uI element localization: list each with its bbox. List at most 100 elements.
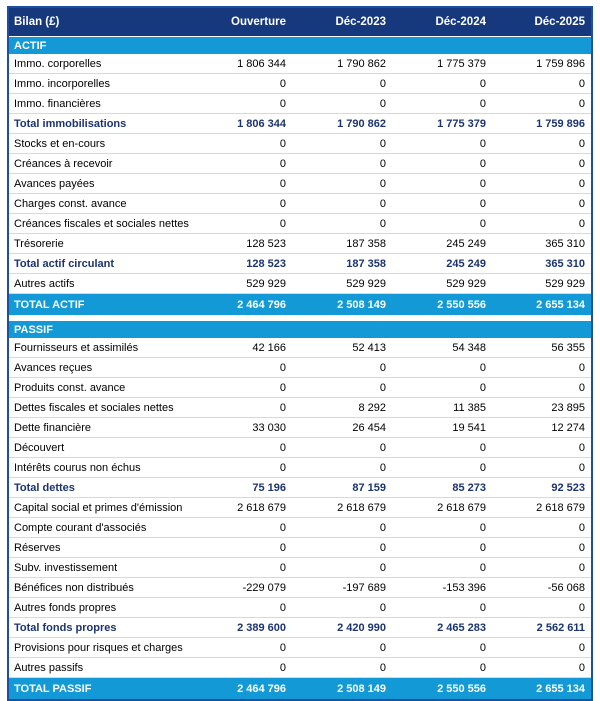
row-value: 85 273 <box>392 477 492 498</box>
row-value: 1 806 344 <box>192 54 292 74</box>
table-row: Immo. corporelles 1 806 344 1 790 862 1 775… <box>8 54 592 74</box>
row-value: 0 <box>392 517 492 538</box>
row-value: 75 196 <box>192 477 292 498</box>
row-value: 2 420 990 <box>292 617 392 638</box>
total-row-actif: TOTAL ACTIF 2 464 796 2 508 149 2 550 556 2 … <box>8 293 592 315</box>
total-label: TOTAL ACTIF <box>8 293 192 315</box>
row-value: 0 <box>292 133 392 154</box>
row-value: 0 <box>192 173 292 194</box>
row-value: 0 <box>292 657 392 678</box>
table-body: ACTIF Immo. corporelles 1 806 344 1 790 862… <box>8 36 592 700</box>
row-value: 187 358 <box>292 233 392 254</box>
table-row: Stocks et en-cours 0 0 0 0 <box>8 133 592 154</box>
row-value: 11 385 <box>392 397 492 418</box>
table-row: Autres actifs 529 929 529 929 529 929 529 92… <box>8 273 592 294</box>
row-value: 2 389 600 <box>192 617 292 638</box>
row-value: 1 759 896 <box>492 113 592 134</box>
row-label: Réserves <box>8 537 192 558</box>
row-value: 0 <box>492 73 592 94</box>
row-value: 2 618 679 <box>392 497 492 518</box>
row-value: 0 <box>292 437 392 458</box>
section-title: ACTIF <box>8 36 592 54</box>
row-value: 529 929 <box>292 273 392 294</box>
row-value: 92 523 <box>492 477 592 498</box>
row-label: Découvert <box>8 437 192 458</box>
row-value: 128 523 <box>192 253 292 274</box>
row-value: 0 <box>192 153 292 174</box>
row-value: 0 <box>292 517 392 538</box>
section-title: PASSIF <box>8 321 592 338</box>
row-value: 245 249 <box>392 253 492 274</box>
row-value: 26 454 <box>292 417 392 438</box>
row-value: 0 <box>492 437 592 458</box>
row-value: 187 358 <box>292 253 392 274</box>
table-row: Créances fiscales et sociales nettes 0 0 0 0 <box>8 213 592 234</box>
row-value: 1 775 379 <box>392 54 492 74</box>
row-value: 2 618 679 <box>292 497 392 518</box>
table-header: Bilan (£) Ouverture Déc-2023 Déc-2024 Déc-20… <box>8 7 592 37</box>
row-value: 0 <box>192 213 292 234</box>
row-value: 0 <box>392 657 492 678</box>
row-value: 0 <box>192 193 292 214</box>
row-value: 0 <box>492 213 592 234</box>
section-gap <box>8 315 592 321</box>
row-value: 23 895 <box>492 397 592 418</box>
total-value: 2 464 796 <box>192 293 292 315</box>
row-label: Avances payées <box>8 173 192 194</box>
subtotal-row: Total actif circulant 128 523 187 358 245 2… <box>8 253 592 274</box>
table-row: Avances payées 0 0 0 0 <box>8 173 592 194</box>
table-row: Découvert 0 0 0 0 <box>8 437 592 458</box>
row-value: 365 310 <box>492 233 592 254</box>
row-value: 0 <box>192 437 292 458</box>
row-value: 0 <box>392 437 492 458</box>
row-value: 0 <box>492 517 592 538</box>
table-row: Compte courant d'associés 0 0 0 0 <box>8 517 592 538</box>
row-value: 0 <box>492 93 592 114</box>
row-value: -153 396 <box>392 577 492 598</box>
row-value: 0 <box>492 457 592 478</box>
row-value: 0 <box>192 133 292 154</box>
table-row: Produits const. avance 0 0 0 0 <box>8 377 592 398</box>
row-value: 0 <box>292 153 392 174</box>
column-header-period: Déc-2023 <box>292 7 392 37</box>
row-value: 0 <box>392 173 492 194</box>
row-value: 0 <box>392 457 492 478</box>
row-label: Fournisseurs et assimilés <box>8 338 192 358</box>
row-label: Stocks et en-cours <box>8 133 192 154</box>
row-value: 0 <box>192 537 292 558</box>
row-value: 19 541 <box>392 417 492 438</box>
row-label: Subv. investissement <box>8 557 192 578</box>
row-value: 0 <box>392 73 492 94</box>
row-label: Dette financière <box>8 417 192 438</box>
column-header-period: Déc-2025 <box>492 7 592 37</box>
table-row: Autres passifs 0 0 0 0 <box>8 657 592 678</box>
row-label: Créances à recevoir <box>8 153 192 174</box>
row-value: 0 <box>292 173 392 194</box>
row-value: 8 292 <box>292 397 392 418</box>
row-label: Total fonds propres <box>8 617 192 638</box>
total-value: 2 655 134 <box>492 293 592 315</box>
row-label: Total immobilisations <box>8 113 192 134</box>
row-value: 12 274 <box>492 417 592 438</box>
total-row-passif: TOTAL PASSIF 2 464 796 2 508 149 2 550 556 2… <box>8 677 592 700</box>
row-value: 0 <box>392 153 492 174</box>
row-value: 529 929 <box>192 273 292 294</box>
table-row: Réserves 0 0 0 0 <box>8 537 592 558</box>
total-value: 2 655 134 <box>492 677 592 700</box>
row-value: 0 <box>392 193 492 214</box>
row-value: 2 618 679 <box>192 497 292 518</box>
row-value: 2 562 611 <box>492 617 592 638</box>
row-label: Charges const. avance <box>8 193 192 214</box>
row-value: 42 166 <box>192 338 292 358</box>
row-value: 1 775 379 <box>392 113 492 134</box>
row-label: Capital social et primes d'émission <box>8 497 192 518</box>
table-row: Charges const. avance 0 0 0 0 <box>8 193 592 214</box>
row-value: 0 <box>492 153 592 174</box>
total-value: 2 550 556 <box>392 677 492 700</box>
row-value: 0 <box>192 73 292 94</box>
row-label: Avances reçues <box>8 357 192 378</box>
row-value: 0 <box>192 457 292 478</box>
row-label: Bénéfices non distribués <box>8 577 192 598</box>
row-label: Produits const. avance <box>8 377 192 398</box>
row-label: Intérêts courus non échus <box>8 457 192 478</box>
